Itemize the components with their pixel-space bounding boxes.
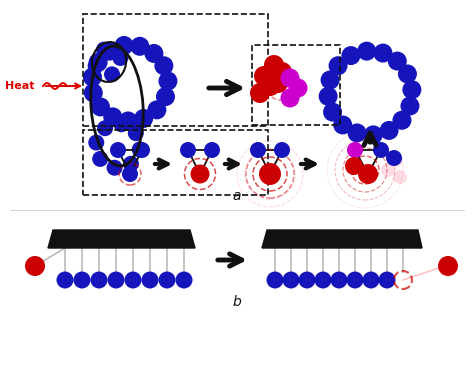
Circle shape bbox=[320, 71, 339, 90]
Circle shape bbox=[401, 96, 419, 115]
Circle shape bbox=[315, 271, 331, 288]
Circle shape bbox=[113, 116, 129, 132]
Circle shape bbox=[134, 109, 153, 128]
Circle shape bbox=[289, 79, 308, 98]
Circle shape bbox=[128, 125, 144, 141]
Circle shape bbox=[92, 151, 108, 167]
Circle shape bbox=[191, 164, 210, 183]
Circle shape bbox=[373, 142, 389, 158]
Bar bbox=[252, 45, 340, 125]
Circle shape bbox=[130, 37, 149, 56]
Circle shape bbox=[272, 62, 292, 82]
Circle shape bbox=[118, 112, 137, 130]
Circle shape bbox=[250, 83, 270, 103]
Circle shape bbox=[103, 107, 122, 126]
Circle shape bbox=[158, 271, 175, 288]
Circle shape bbox=[97, 120, 113, 136]
Circle shape bbox=[381, 163, 395, 177]
Circle shape bbox=[392, 111, 411, 130]
Circle shape bbox=[158, 71, 177, 90]
Circle shape bbox=[107, 160, 123, 176]
Bar bbox=[83, 130, 268, 195]
Circle shape bbox=[358, 164, 378, 184]
Circle shape bbox=[122, 166, 138, 182]
Circle shape bbox=[91, 271, 108, 288]
Circle shape bbox=[204, 142, 220, 158]
Circle shape bbox=[73, 271, 91, 288]
Circle shape bbox=[281, 88, 300, 107]
Circle shape bbox=[104, 67, 120, 82]
Circle shape bbox=[259, 163, 281, 185]
Circle shape bbox=[374, 43, 392, 62]
Circle shape bbox=[88, 135, 104, 150]
Circle shape bbox=[91, 98, 110, 116]
Circle shape bbox=[89, 53, 108, 72]
Circle shape bbox=[264, 55, 284, 75]
Circle shape bbox=[110, 142, 126, 158]
Circle shape bbox=[347, 124, 366, 143]
Circle shape bbox=[398, 64, 417, 84]
Circle shape bbox=[260, 76, 280, 96]
Circle shape bbox=[147, 101, 166, 119]
Circle shape bbox=[96, 42, 112, 57]
Polygon shape bbox=[262, 230, 422, 248]
Circle shape bbox=[389, 153, 403, 167]
Circle shape bbox=[388, 51, 407, 71]
Text: Heat: Heat bbox=[5, 81, 35, 91]
Circle shape bbox=[156, 87, 175, 106]
Circle shape bbox=[88, 58, 104, 74]
Circle shape bbox=[254, 66, 274, 86]
Circle shape bbox=[115, 36, 134, 55]
Circle shape bbox=[123, 156, 139, 172]
Circle shape bbox=[283, 271, 300, 288]
Circle shape bbox=[83, 68, 102, 87]
Circle shape bbox=[250, 142, 266, 158]
Circle shape bbox=[347, 142, 363, 158]
Circle shape bbox=[84, 83, 103, 102]
Circle shape bbox=[274, 142, 290, 158]
Circle shape bbox=[393, 170, 407, 184]
Circle shape bbox=[112, 50, 128, 66]
Circle shape bbox=[330, 271, 347, 288]
Circle shape bbox=[180, 142, 196, 158]
Circle shape bbox=[357, 42, 376, 60]
Circle shape bbox=[142, 271, 158, 288]
Circle shape bbox=[175, 271, 192, 288]
Circle shape bbox=[333, 115, 352, 135]
Circle shape bbox=[363, 271, 380, 288]
Circle shape bbox=[380, 121, 399, 140]
Circle shape bbox=[364, 125, 383, 144]
Circle shape bbox=[438, 256, 458, 276]
Circle shape bbox=[25, 256, 45, 276]
Circle shape bbox=[299, 271, 316, 288]
Circle shape bbox=[268, 73, 288, 93]
Circle shape bbox=[125, 271, 142, 288]
Text: a: a bbox=[233, 189, 241, 203]
Circle shape bbox=[145, 44, 164, 63]
Circle shape bbox=[100, 42, 119, 60]
Circle shape bbox=[281, 68, 300, 87]
Circle shape bbox=[345, 157, 363, 175]
Polygon shape bbox=[48, 230, 195, 248]
Circle shape bbox=[155, 56, 173, 75]
Circle shape bbox=[341, 46, 360, 65]
Circle shape bbox=[402, 80, 421, 99]
Circle shape bbox=[108, 271, 125, 288]
Circle shape bbox=[134, 142, 150, 158]
Circle shape bbox=[56, 271, 73, 288]
Circle shape bbox=[346, 271, 364, 288]
Circle shape bbox=[266, 271, 283, 288]
Circle shape bbox=[379, 271, 395, 288]
Circle shape bbox=[319, 87, 337, 106]
Bar bbox=[83, 14, 268, 126]
Circle shape bbox=[132, 141, 148, 158]
Circle shape bbox=[323, 102, 342, 122]
Circle shape bbox=[328, 56, 347, 75]
Text: b: b bbox=[233, 295, 241, 309]
Circle shape bbox=[386, 150, 402, 166]
